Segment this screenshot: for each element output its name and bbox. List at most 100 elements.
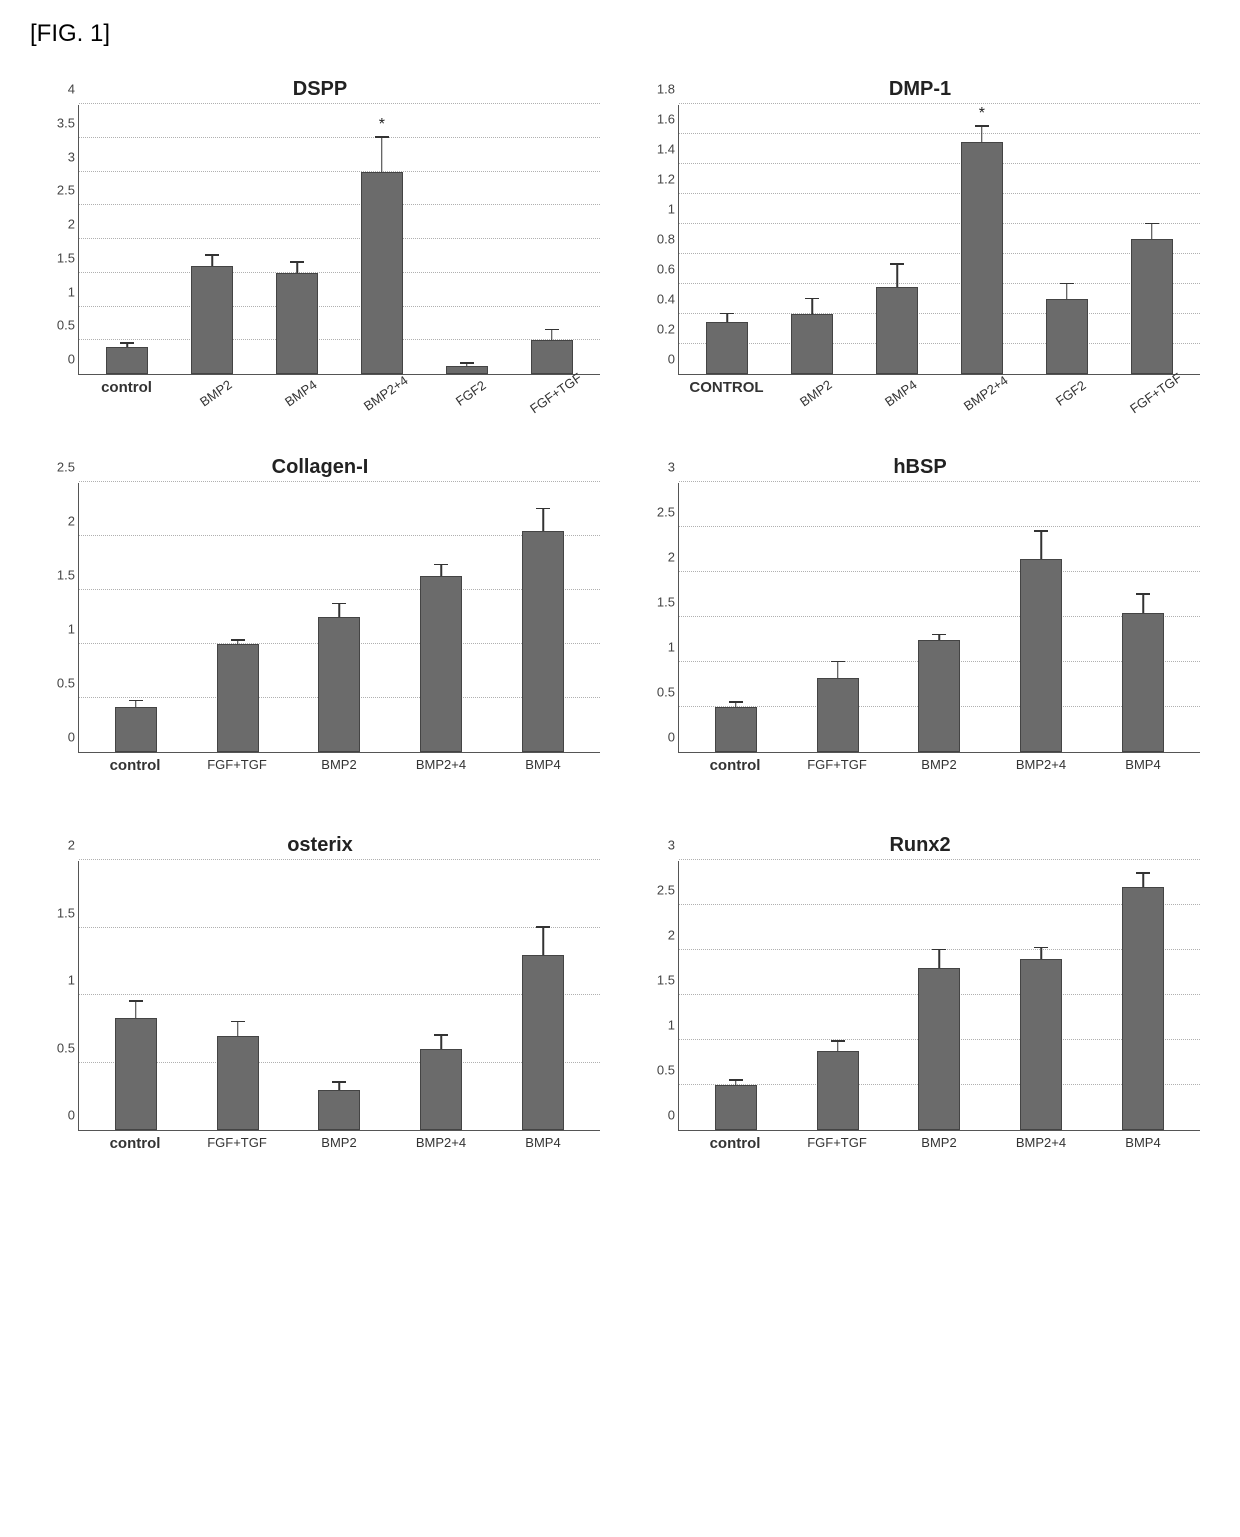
xlabels-row: controlFGF+TGFBMP2BMP2+4BMP4	[678, 757, 1200, 774]
bar-slot	[85, 1018, 187, 1130]
plot-area: 00.511.52	[78, 861, 600, 1131]
error-cap	[332, 1081, 346, 1083]
error-cap	[129, 700, 143, 702]
xlabels-row: CONTROLBMP2BMP4BMP2+4FGF2FGF+TGF	[678, 379, 1200, 396]
gridline	[79, 859, 600, 860]
ytick-label: 0.5	[43, 1040, 75, 1055]
charts-grid: DSPP00.511.522.533.54*controlBMP2BMP4BMP…	[30, 78, 1210, 1152]
bar	[817, 1051, 859, 1130]
bar	[446, 366, 488, 374]
error-bar	[939, 950, 941, 968]
ytick-label: 2.5	[43, 460, 75, 475]
ytick-label: 2.5	[643, 883, 675, 898]
error-cap	[231, 1021, 245, 1023]
bar	[522, 531, 564, 752]
error-bar	[896, 265, 898, 288]
chart-osterix: osterix00.511.52controlFGF+TGFBMP2BMP2+4…	[40, 834, 600, 1152]
xlabel: FGF+TGF	[186, 1135, 288, 1152]
error-cap	[932, 949, 946, 951]
ytick-label: 1	[43, 973, 75, 988]
ytick-label: 2	[43, 217, 75, 232]
bars-row: *	[679, 105, 1200, 374]
ytick-label: 0.5	[643, 685, 675, 700]
bar-slot	[990, 559, 1092, 753]
xlabel: BMP4	[492, 757, 594, 774]
error-cap	[1034, 530, 1048, 532]
bars-row	[79, 483, 600, 752]
bar-slot	[289, 1090, 391, 1131]
bar	[1122, 613, 1164, 753]
bar	[217, 644, 259, 752]
bar	[420, 1049, 462, 1130]
bar	[276, 273, 318, 374]
plot-area: 00.511.522.53	[678, 861, 1200, 1131]
chart-title: osterix	[40, 834, 600, 857]
error-cap	[1145, 223, 1159, 225]
xlabel: BMP2+4	[390, 757, 492, 774]
bar	[318, 617, 360, 752]
bar	[1020, 959, 1062, 1130]
ytick-label: 2	[643, 928, 675, 943]
bar-slot	[1109, 239, 1194, 374]
bar-slot	[187, 1036, 289, 1131]
bar	[715, 707, 757, 752]
error-bar	[1151, 224, 1153, 239]
error-bar	[237, 1022, 239, 1036]
error-bar	[811, 299, 813, 314]
bar-slot	[170, 266, 255, 374]
xlabel: BMP2	[288, 757, 390, 774]
bar-slot	[390, 576, 492, 752]
bar-slot	[1092, 887, 1194, 1130]
bar	[191, 266, 233, 374]
ytick-label: 1.8	[643, 82, 675, 97]
plot-area: 00.511.522.533.54*	[78, 105, 600, 375]
xlabels-row: controlBMP2BMP4BMP2+4FGF2FGF+TGF	[78, 379, 600, 396]
xlabel: FGF+TGF	[786, 757, 888, 774]
xlabel: control	[684, 757, 786, 774]
ytick-label: 0.5	[43, 318, 75, 333]
error-cap	[1136, 593, 1150, 595]
ytick-label: 0	[43, 352, 75, 367]
ytick-label: 1.6	[643, 112, 675, 127]
ytick-label: 1	[643, 202, 675, 217]
error-bar	[837, 1042, 839, 1051]
ytick-label: 0.5	[43, 676, 75, 691]
xlabel: control	[684, 1135, 786, 1152]
bar	[522, 955, 564, 1131]
error-cap	[1136, 872, 1150, 874]
error-bar	[441, 1036, 443, 1050]
bar-slot	[187, 644, 289, 752]
xlabel: FGF+TGF	[786, 1135, 888, 1152]
bar	[1020, 559, 1062, 753]
bars-row	[679, 483, 1200, 752]
xlabel: control	[84, 379, 169, 396]
error-bar	[381, 138, 383, 172]
error-cap	[1060, 283, 1074, 285]
error-bar	[735, 703, 737, 708]
bar	[715, 1085, 757, 1130]
bar	[706, 322, 748, 375]
error-bar	[542, 509, 544, 531]
error-bar	[551, 330, 553, 340]
gridline	[79, 103, 600, 104]
ytick-label: 0.6	[643, 262, 675, 277]
ytick-label: 1.5	[643, 973, 675, 988]
ytick-label: 0	[643, 352, 675, 367]
xlabel: BMP4	[1092, 1135, 1194, 1152]
bar-slot	[990, 959, 1092, 1130]
ytick-label: 2	[43, 514, 75, 529]
chart-runx2: Runx200.511.522.53controlFGF+TGFBMP2BMP2…	[640, 834, 1200, 1152]
xlabel: BMP2	[288, 1135, 390, 1152]
bar-slot	[85, 347, 170, 374]
ytick-label: 3	[643, 460, 675, 475]
ytick-label: 3	[43, 149, 75, 164]
error-bar	[127, 344, 129, 347]
ytick-label: 1.2	[643, 172, 675, 187]
error-bar	[296, 263, 298, 273]
ytick-label: 2	[643, 550, 675, 565]
bar-slot	[85, 707, 187, 752]
ytick-label: 0	[43, 1108, 75, 1123]
error-bar	[211, 256, 213, 266]
xlabel: BMP2	[888, 1135, 990, 1152]
xlabel: BMP4	[1092, 757, 1194, 774]
